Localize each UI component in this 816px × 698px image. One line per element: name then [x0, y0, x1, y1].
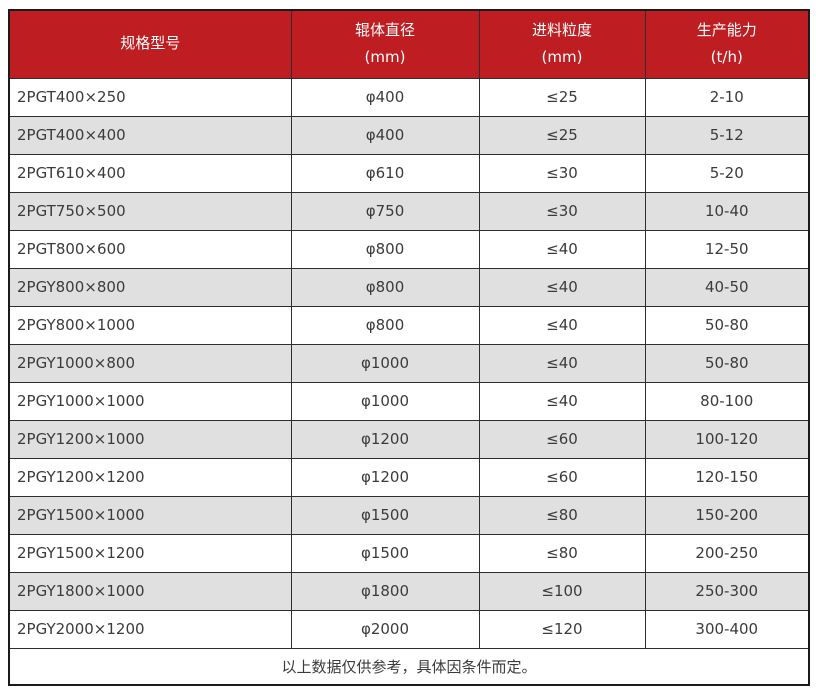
value-cell: 150-200: [644, 495, 810, 535]
model-cell: 2PGY1800×1000: [8, 571, 292, 611]
column-header-1: 辊体直径 (mm): [290, 9, 480, 79]
value-cell: φ1200: [290, 419, 480, 459]
spec-table-body: 2PGT400×250 φ400 ≤25 2-10 2PGT400×400 φ400 ≤25…: [8, 77, 810, 649]
value-cell: φ750: [290, 191, 480, 231]
value-cell: ≤120: [478, 609, 646, 649]
column-title: 生产能力: [696, 20, 757, 39]
value-cell: ≤40: [478, 343, 646, 383]
value-cell: 120-150: [644, 457, 810, 497]
value-cell: ≤40: [478, 267, 646, 307]
table-row: 2PGY2000×1200 φ2000 ≤120 300-400: [8, 609, 810, 649]
spec-table: 规格型号 辊体直径 (mm) 进料粒度 (mm) 生产能力 (t/h) 2PGT400×25…: [8, 9, 810, 686]
table-row: 2PGT400×400 φ400 ≤25 5-12: [8, 115, 810, 155]
value-cell: φ2000: [290, 609, 480, 649]
value-cell: ≤80: [478, 533, 646, 573]
table-row: 2PGY1500×1000 φ1500 ≤80 150-200: [8, 495, 810, 535]
model-cell: 2PGT400×250: [8, 77, 292, 117]
model-cell: 2PGT750×500: [8, 191, 292, 231]
spec-table-container: 规格型号 辊体直径 (mm) 进料粒度 (mm) 生产能力 (t/h) 2PGT400×25…: [8, 9, 810, 686]
value-cell: ≤80: [478, 495, 646, 535]
value-cell: ≤40: [478, 229, 646, 269]
table-row: 2PGY1800×1000 φ1800 ≤100 250-300: [8, 571, 810, 611]
model-cell: 2PGT800×600: [8, 229, 292, 269]
value-cell: ≤40: [478, 305, 646, 345]
table-row: 2PGT400×250 φ400 ≤25 2-10: [8, 77, 810, 117]
value-cell: 300-400: [644, 609, 810, 649]
value-cell: ≤25: [478, 77, 646, 117]
value-cell: 10-40: [644, 191, 810, 231]
column-header-3: 生产能力 (t/h): [644, 9, 810, 79]
value-cell: ≤25: [478, 115, 646, 155]
table-row: 2PGT750×500 φ750 ≤30 10-40: [8, 191, 810, 231]
value-cell: φ800: [290, 229, 480, 269]
value-cell: ≤60: [478, 457, 646, 497]
value-cell: 5-12: [644, 115, 810, 155]
model-cell: 2PGY1500×1200: [8, 533, 292, 573]
value-cell: 50-80: [644, 343, 810, 383]
table-row: 2PGY1000×1000 φ1000 ≤40 80-100: [8, 381, 810, 421]
model-cell: 2PGY1500×1000: [8, 495, 292, 535]
model-cell: 2PGY1200×1200: [8, 457, 292, 497]
model-cell: 2PGY1000×1000: [8, 381, 292, 421]
value-cell: ≤100: [478, 571, 646, 611]
model-cell: 2PGY1000×800: [8, 343, 292, 383]
value-cell: ≤30: [478, 191, 646, 231]
value-cell: 5-20: [644, 153, 810, 193]
spec-table-header: 规格型号 辊体直径 (mm) 进料粒度 (mm) 生产能力 (t/h): [8, 9, 810, 79]
value-cell: φ400: [290, 77, 480, 117]
value-cell: ≤30: [478, 153, 646, 193]
value-cell: 12-50: [644, 229, 810, 269]
table-row: 2PGY800×800 φ800 ≤40 40-50: [8, 267, 810, 307]
value-cell: 2-10: [644, 77, 810, 117]
value-cell: φ400: [290, 115, 480, 155]
value-cell: φ1000: [290, 343, 480, 383]
model-cell: 2PGT400×400: [8, 115, 292, 155]
value-cell: ≤40: [478, 381, 646, 421]
value-cell: 40-50: [644, 267, 810, 307]
value-cell: φ1800: [290, 571, 480, 611]
value-cell: φ610: [290, 153, 480, 193]
value-cell: φ1200: [290, 457, 480, 497]
column-title: 规格型号: [120, 34, 181, 53]
value-cell: ≤60: [478, 419, 646, 459]
header-row: 规格型号 辊体直径 (mm) 进料粒度 (mm) 生产能力 (t/h): [8, 9, 810, 79]
footer-note: 以上数据仅供参考，具体因条件而定。: [8, 647, 810, 686]
column-title: 进料粒度: [531, 20, 592, 39]
value-cell: 80-100: [644, 381, 810, 421]
value-cell: 50-80: [644, 305, 810, 345]
column-header-0: 规格型号: [8, 9, 292, 79]
value-cell: φ1500: [290, 495, 480, 535]
value-cell: φ800: [290, 305, 480, 345]
model-cell: 2PGT610×400: [8, 153, 292, 193]
column-title: 辊体直径: [354, 20, 415, 39]
value-cell: φ800: [290, 267, 480, 307]
table-row: 2PGT610×400 φ610 ≤30 5-20: [8, 153, 810, 193]
table-row: 2PGY1200×1000 φ1200 ≤60 100-120: [8, 419, 810, 459]
table-row: 2PGY1200×1200 φ1200 ≤60 120-150: [8, 457, 810, 497]
column-header-2: 进料粒度 (mm): [478, 9, 646, 79]
column-unit: (mm): [541, 48, 583, 67]
footer-row: 以上数据仅供参考，具体因条件而定。: [8, 647, 810, 686]
table-row: 2PGY800×1000 φ800 ≤40 50-80: [8, 305, 810, 345]
table-row: 2PGT800×600 φ800 ≤40 12-50: [8, 229, 810, 269]
model-cell: 2PGY800×1000: [8, 305, 292, 345]
model-cell: 2PGY1200×1000: [8, 419, 292, 459]
table-row: 2PGY1000×800 φ1000 ≤40 50-80: [8, 343, 810, 383]
model-cell: 2PGY800×800: [8, 267, 292, 307]
column-unit: (t/h): [710, 48, 743, 67]
value-cell: φ1500: [290, 533, 480, 573]
spec-table-footer: 以上数据仅供参考，具体因条件而定。: [8, 647, 810, 686]
value-cell: 250-300: [644, 571, 810, 611]
value-cell: 100-120: [644, 419, 810, 459]
value-cell: 200-250: [644, 533, 810, 573]
model-cell: 2PGY2000×1200: [8, 609, 292, 649]
column-unit: (mm): [364, 48, 406, 67]
value-cell: φ1000: [290, 381, 480, 421]
table-row: 2PGY1500×1200 φ1500 ≤80 200-250: [8, 533, 810, 573]
